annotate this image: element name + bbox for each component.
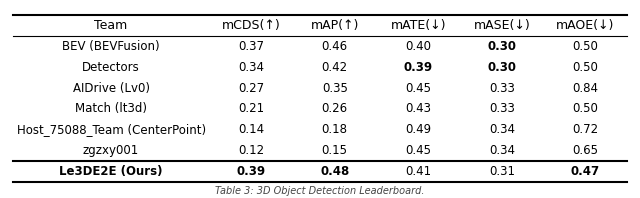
Text: Table 3: 3D Object Detection Leaderboard.: Table 3: 3D Object Detection Leaderboard… <box>215 186 425 196</box>
